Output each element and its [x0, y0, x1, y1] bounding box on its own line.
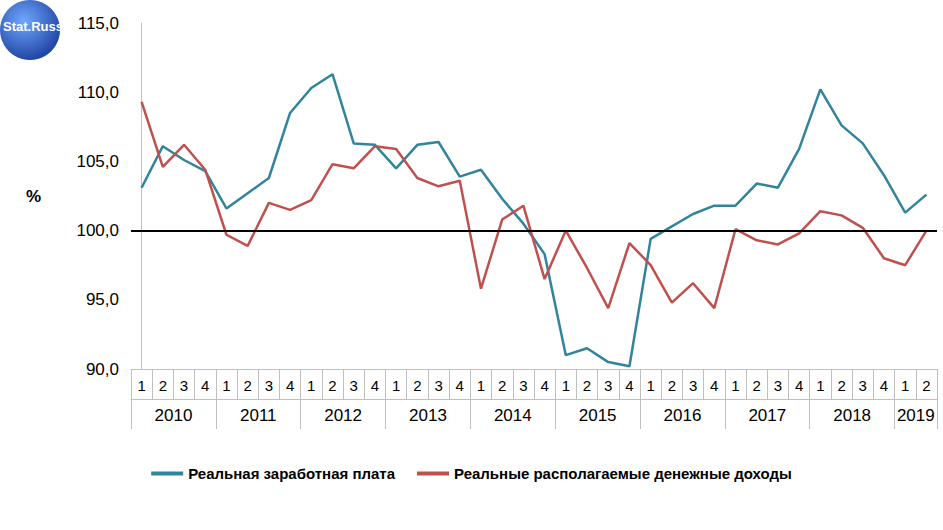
- svg-text:4: 4: [795, 377, 803, 394]
- svg-text:95,0: 95,0: [86, 290, 119, 309]
- svg-text:105,0: 105,0: [76, 152, 119, 171]
- svg-text:2: 2: [753, 377, 761, 394]
- svg-text:3: 3: [859, 377, 867, 394]
- svg-text:2: 2: [498, 377, 506, 394]
- svg-text:1: 1: [137, 377, 145, 394]
- svg-text:4: 4: [371, 377, 379, 394]
- svg-text:3: 3: [350, 377, 358, 394]
- svg-text:2011: 2011: [240, 406, 277, 425]
- svg-text:2: 2: [837, 377, 845, 394]
- svg-text:Реальные располагаемые денежны: Реальные располагаемые денежные доходы: [454, 465, 792, 482]
- svg-text:1: 1: [307, 377, 315, 394]
- svg-text:3: 3: [689, 377, 697, 394]
- svg-text:2: 2: [159, 377, 167, 394]
- svg-text:3: 3: [774, 377, 782, 394]
- svg-text:100,0: 100,0: [76, 221, 119, 240]
- svg-text:110,0: 110,0: [78, 83, 119, 102]
- svg-text:1: 1: [646, 377, 654, 394]
- svg-text:4: 4: [625, 377, 633, 394]
- svg-text:%: %: [26, 187, 41, 206]
- svg-text:2017: 2017: [748, 406, 786, 425]
- svg-text:2018: 2018: [833, 406, 871, 425]
- svg-text:2: 2: [243, 377, 251, 394]
- svg-text:1: 1: [562, 377, 570, 394]
- svg-text:90,0: 90,0: [86, 360, 119, 379]
- svg-text:2013: 2013: [409, 406, 447, 425]
- svg-text:2: 2: [668, 377, 676, 394]
- svg-text:2016: 2016: [664, 406, 702, 425]
- svg-text:3: 3: [180, 377, 188, 394]
- svg-text:1: 1: [392, 377, 400, 394]
- svg-text:Stat.Russ: Stat.Russ: [3, 19, 63, 34]
- svg-text:2015: 2015: [579, 406, 617, 425]
- svg-text:1: 1: [901, 377, 909, 394]
- svg-text:3: 3: [519, 377, 527, 394]
- svg-text:4: 4: [710, 377, 718, 394]
- svg-text:1: 1: [816, 377, 824, 394]
- svg-text:3: 3: [604, 377, 612, 394]
- svg-text:2012: 2012: [324, 406, 362, 425]
- svg-text:1: 1: [477, 377, 485, 394]
- svg-text:115,0: 115,0: [78, 14, 119, 33]
- svg-text:2: 2: [328, 377, 336, 394]
- svg-text:4: 4: [456, 377, 464, 394]
- svg-text:3: 3: [265, 377, 273, 394]
- svg-text:1: 1: [222, 377, 230, 394]
- svg-text:4: 4: [201, 377, 209, 394]
- svg-text:4: 4: [286, 377, 294, 394]
- svg-text:2: 2: [583, 377, 591, 394]
- svg-text:2: 2: [922, 377, 930, 394]
- svg-text:3: 3: [434, 377, 442, 394]
- svg-text:2010: 2010: [155, 406, 193, 425]
- svg-text:1: 1: [731, 377, 739, 394]
- svg-text:2014: 2014: [494, 406, 532, 425]
- svg-text:4: 4: [540, 377, 548, 394]
- svg-text:Реальная заработная плата: Реальная заработная плата: [188, 465, 395, 482]
- svg-text:4: 4: [880, 377, 888, 394]
- svg-text:2: 2: [413, 377, 421, 394]
- svg-text:2019: 2019: [897, 406, 935, 425]
